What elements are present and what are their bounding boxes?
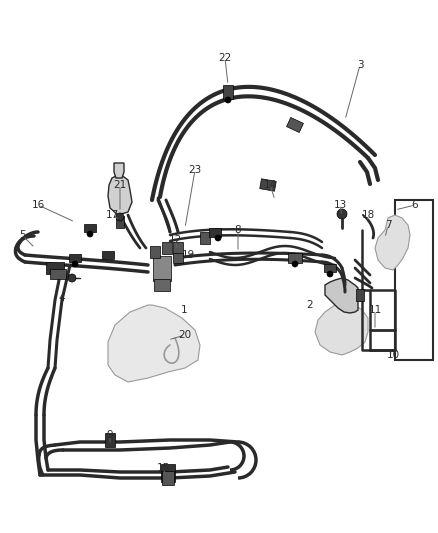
Circle shape [215,235,221,241]
Text: 23: 23 [188,165,201,175]
Text: 2: 2 [307,300,313,310]
Bar [395,200,433,360]
Bar [153,255,171,280]
Text: 13: 13 [333,200,346,210]
Bar [50,269,66,279]
Bar [161,464,175,482]
Polygon shape [114,163,124,178]
Polygon shape [108,174,132,215]
Text: 6: 6 [412,200,418,210]
Circle shape [68,274,76,282]
Bar [260,179,276,191]
Circle shape [72,261,78,267]
Text: 5: 5 [19,230,25,240]
Text: 16: 16 [32,200,45,210]
Text: 12: 12 [168,235,182,245]
Text: 19: 19 [181,250,194,260]
Bar [286,117,304,133]
Bar [105,433,115,447]
Polygon shape [108,305,200,382]
Text: 22: 22 [219,53,232,63]
Text: 9: 9 [107,430,113,440]
Bar [162,471,174,485]
Bar [173,242,183,254]
Bar [200,232,210,244]
Bar [173,253,183,263]
Bar [209,228,221,237]
Bar [46,262,64,274]
Bar [150,246,160,258]
Text: 8: 8 [235,225,241,235]
Polygon shape [375,215,410,270]
Circle shape [337,209,347,219]
Bar [324,264,336,272]
Bar [223,85,233,99]
Text: 17: 17 [106,210,119,220]
Text: 10: 10 [386,350,399,360]
Circle shape [87,231,93,237]
Text: 18: 18 [361,210,374,220]
Text: 14: 14 [263,180,277,190]
Bar [154,279,170,291]
Text: 21: 21 [113,180,127,190]
Text: 1: 1 [181,305,187,315]
Bar [356,289,364,301]
Circle shape [116,213,124,221]
Circle shape [292,261,298,267]
Bar [69,254,81,262]
Text: 7: 7 [385,220,391,230]
Text: 11: 11 [368,305,381,315]
Bar [116,216,124,228]
Bar [162,242,172,254]
Bar [84,224,96,232]
Polygon shape [325,278,358,313]
Bar [102,251,114,259]
Text: 15: 15 [156,463,170,473]
Polygon shape [315,303,368,355]
Circle shape [327,271,333,277]
Text: 3: 3 [357,60,363,70]
Text: 20: 20 [178,330,191,340]
Bar [288,253,302,263]
Circle shape [225,97,231,103]
Text: 4: 4 [59,293,65,303]
